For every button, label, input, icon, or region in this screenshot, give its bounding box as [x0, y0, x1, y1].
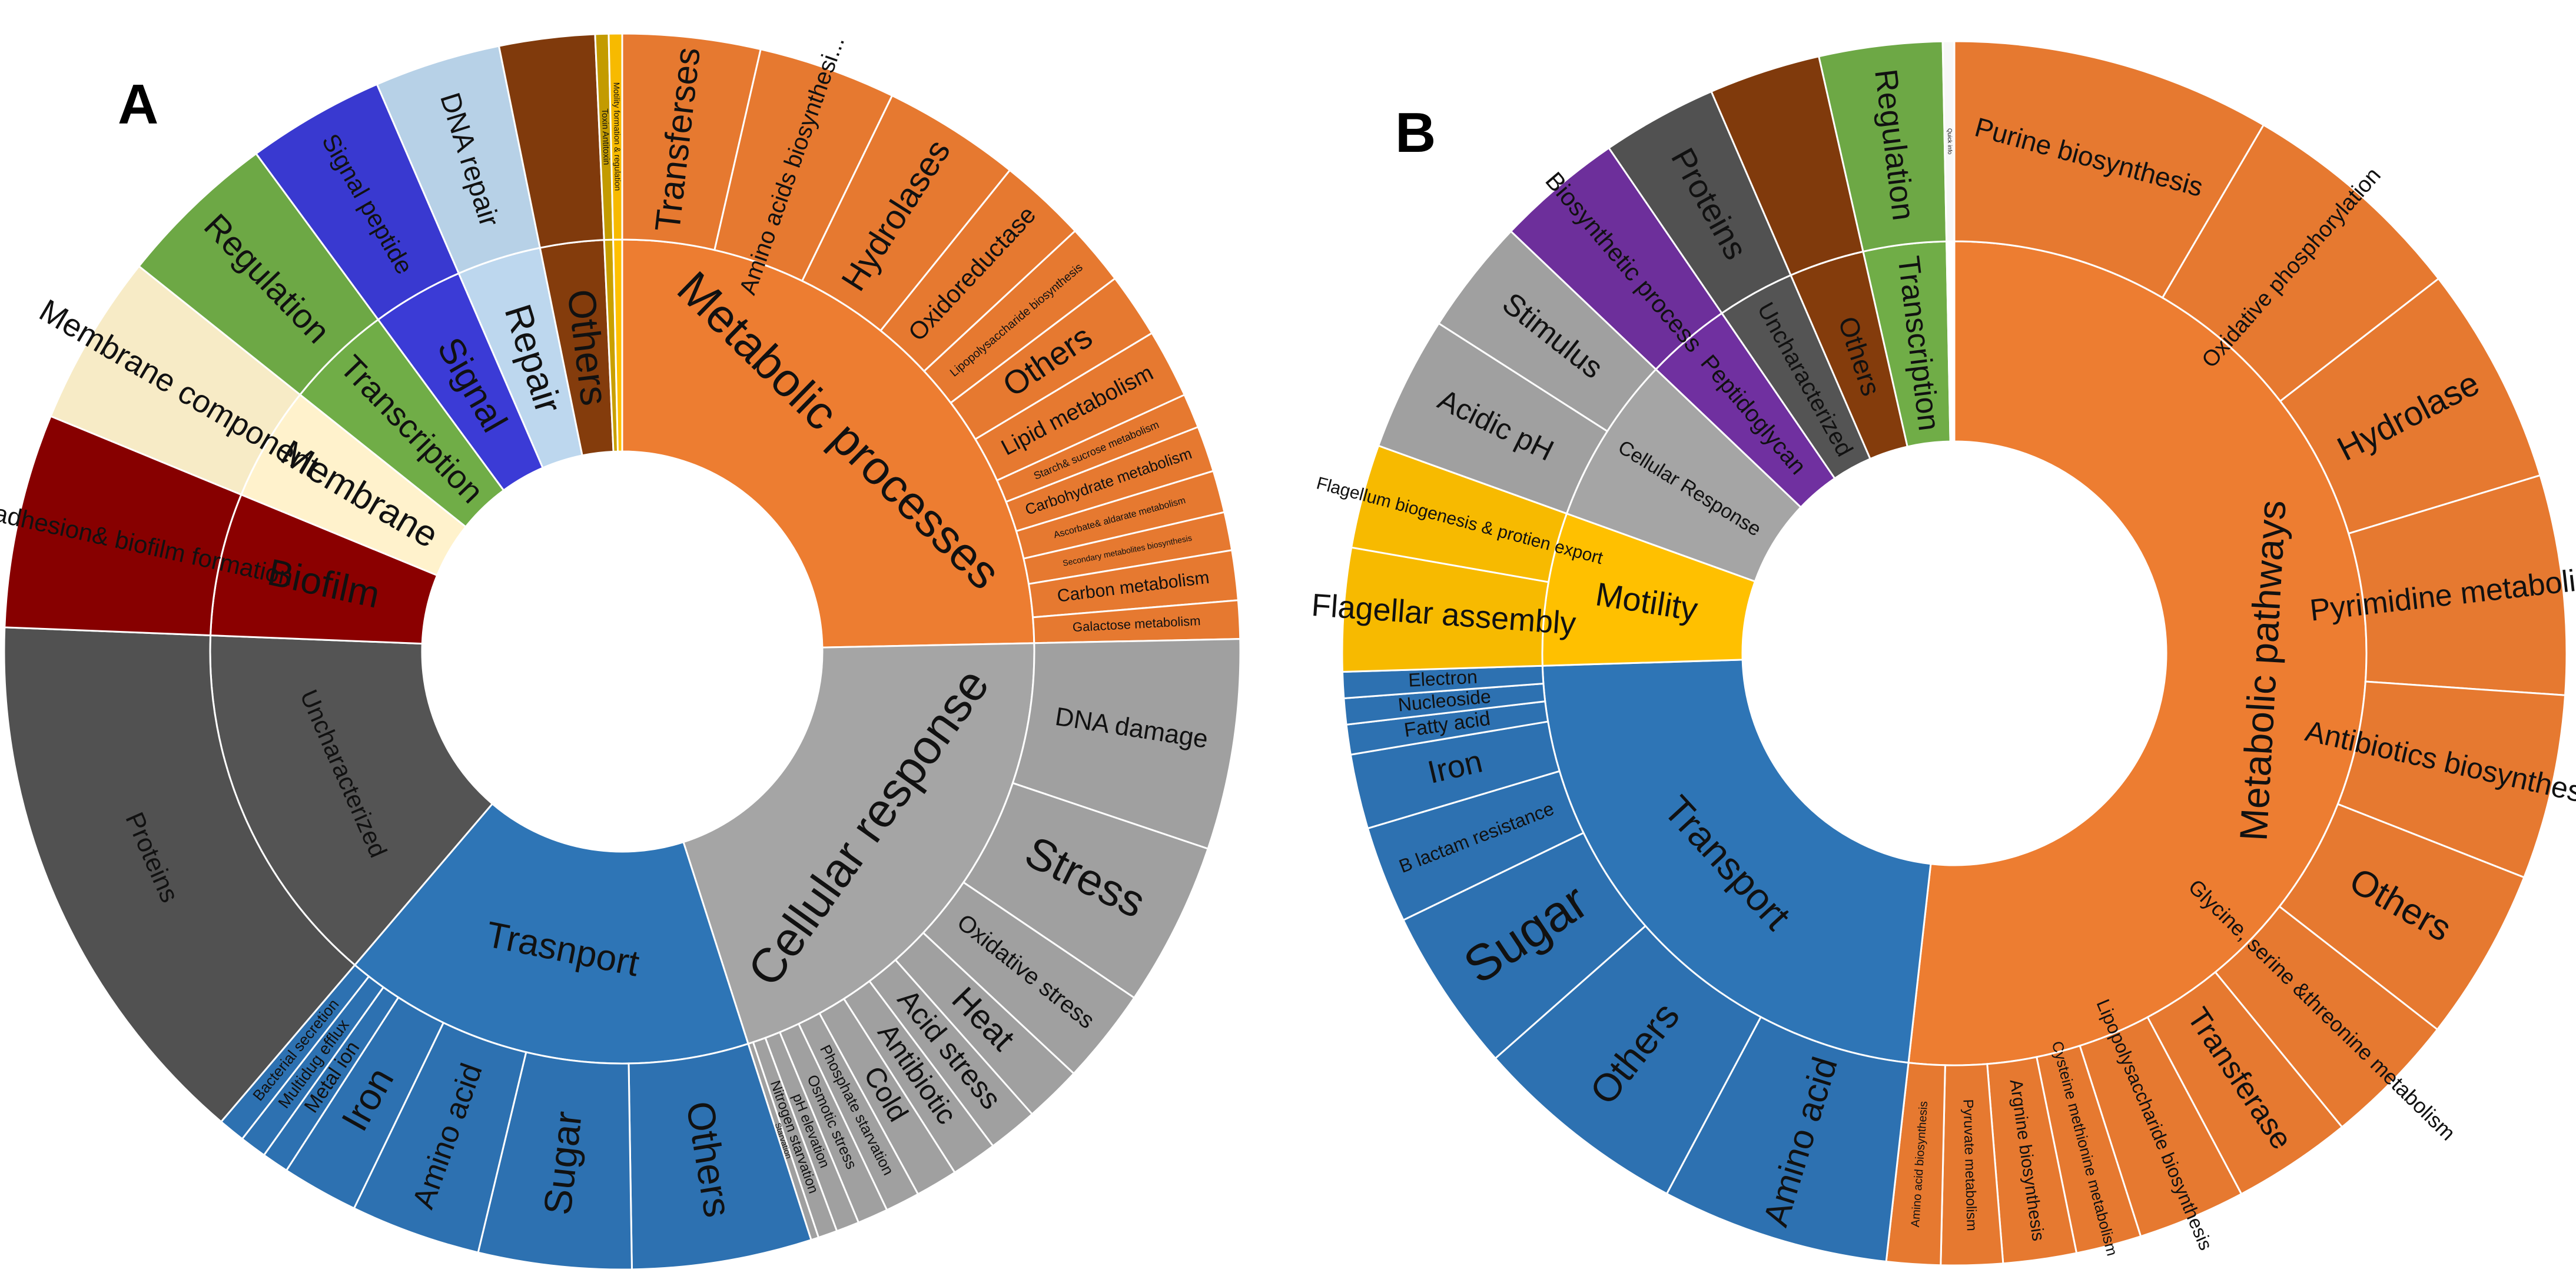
sunburst-b-outer-label: Quick info: [1946, 128, 1953, 155]
sunburst-a-center-hole: [422, 451, 822, 852]
sunburst-a-outer-label: Toxin Antitoxin: [600, 108, 612, 165]
sunburst-a-outer-slice-proteins: [3, 626, 356, 1124]
sunburst-b-outer-slice-quick-info: [1941, 40, 1956, 242]
sunburst-a-outer-slice-motility-formation-regulation: [608, 32, 623, 241]
sunburst-a-outer-label: Motility formation & regulation: [612, 82, 623, 191]
panel-letter-b: B: [1395, 101, 1436, 164]
sunburst-b-center-hole: [1742, 441, 2166, 865]
panel-letter-a: A: [118, 73, 158, 136]
sunburst-chart-a: Transferses Amino acids biosynthesi...Hyd…: [0, 32, 1241, 1271]
sunburst-b-outer-label: Pyruvate metabolism: [1960, 1099, 1979, 1231]
